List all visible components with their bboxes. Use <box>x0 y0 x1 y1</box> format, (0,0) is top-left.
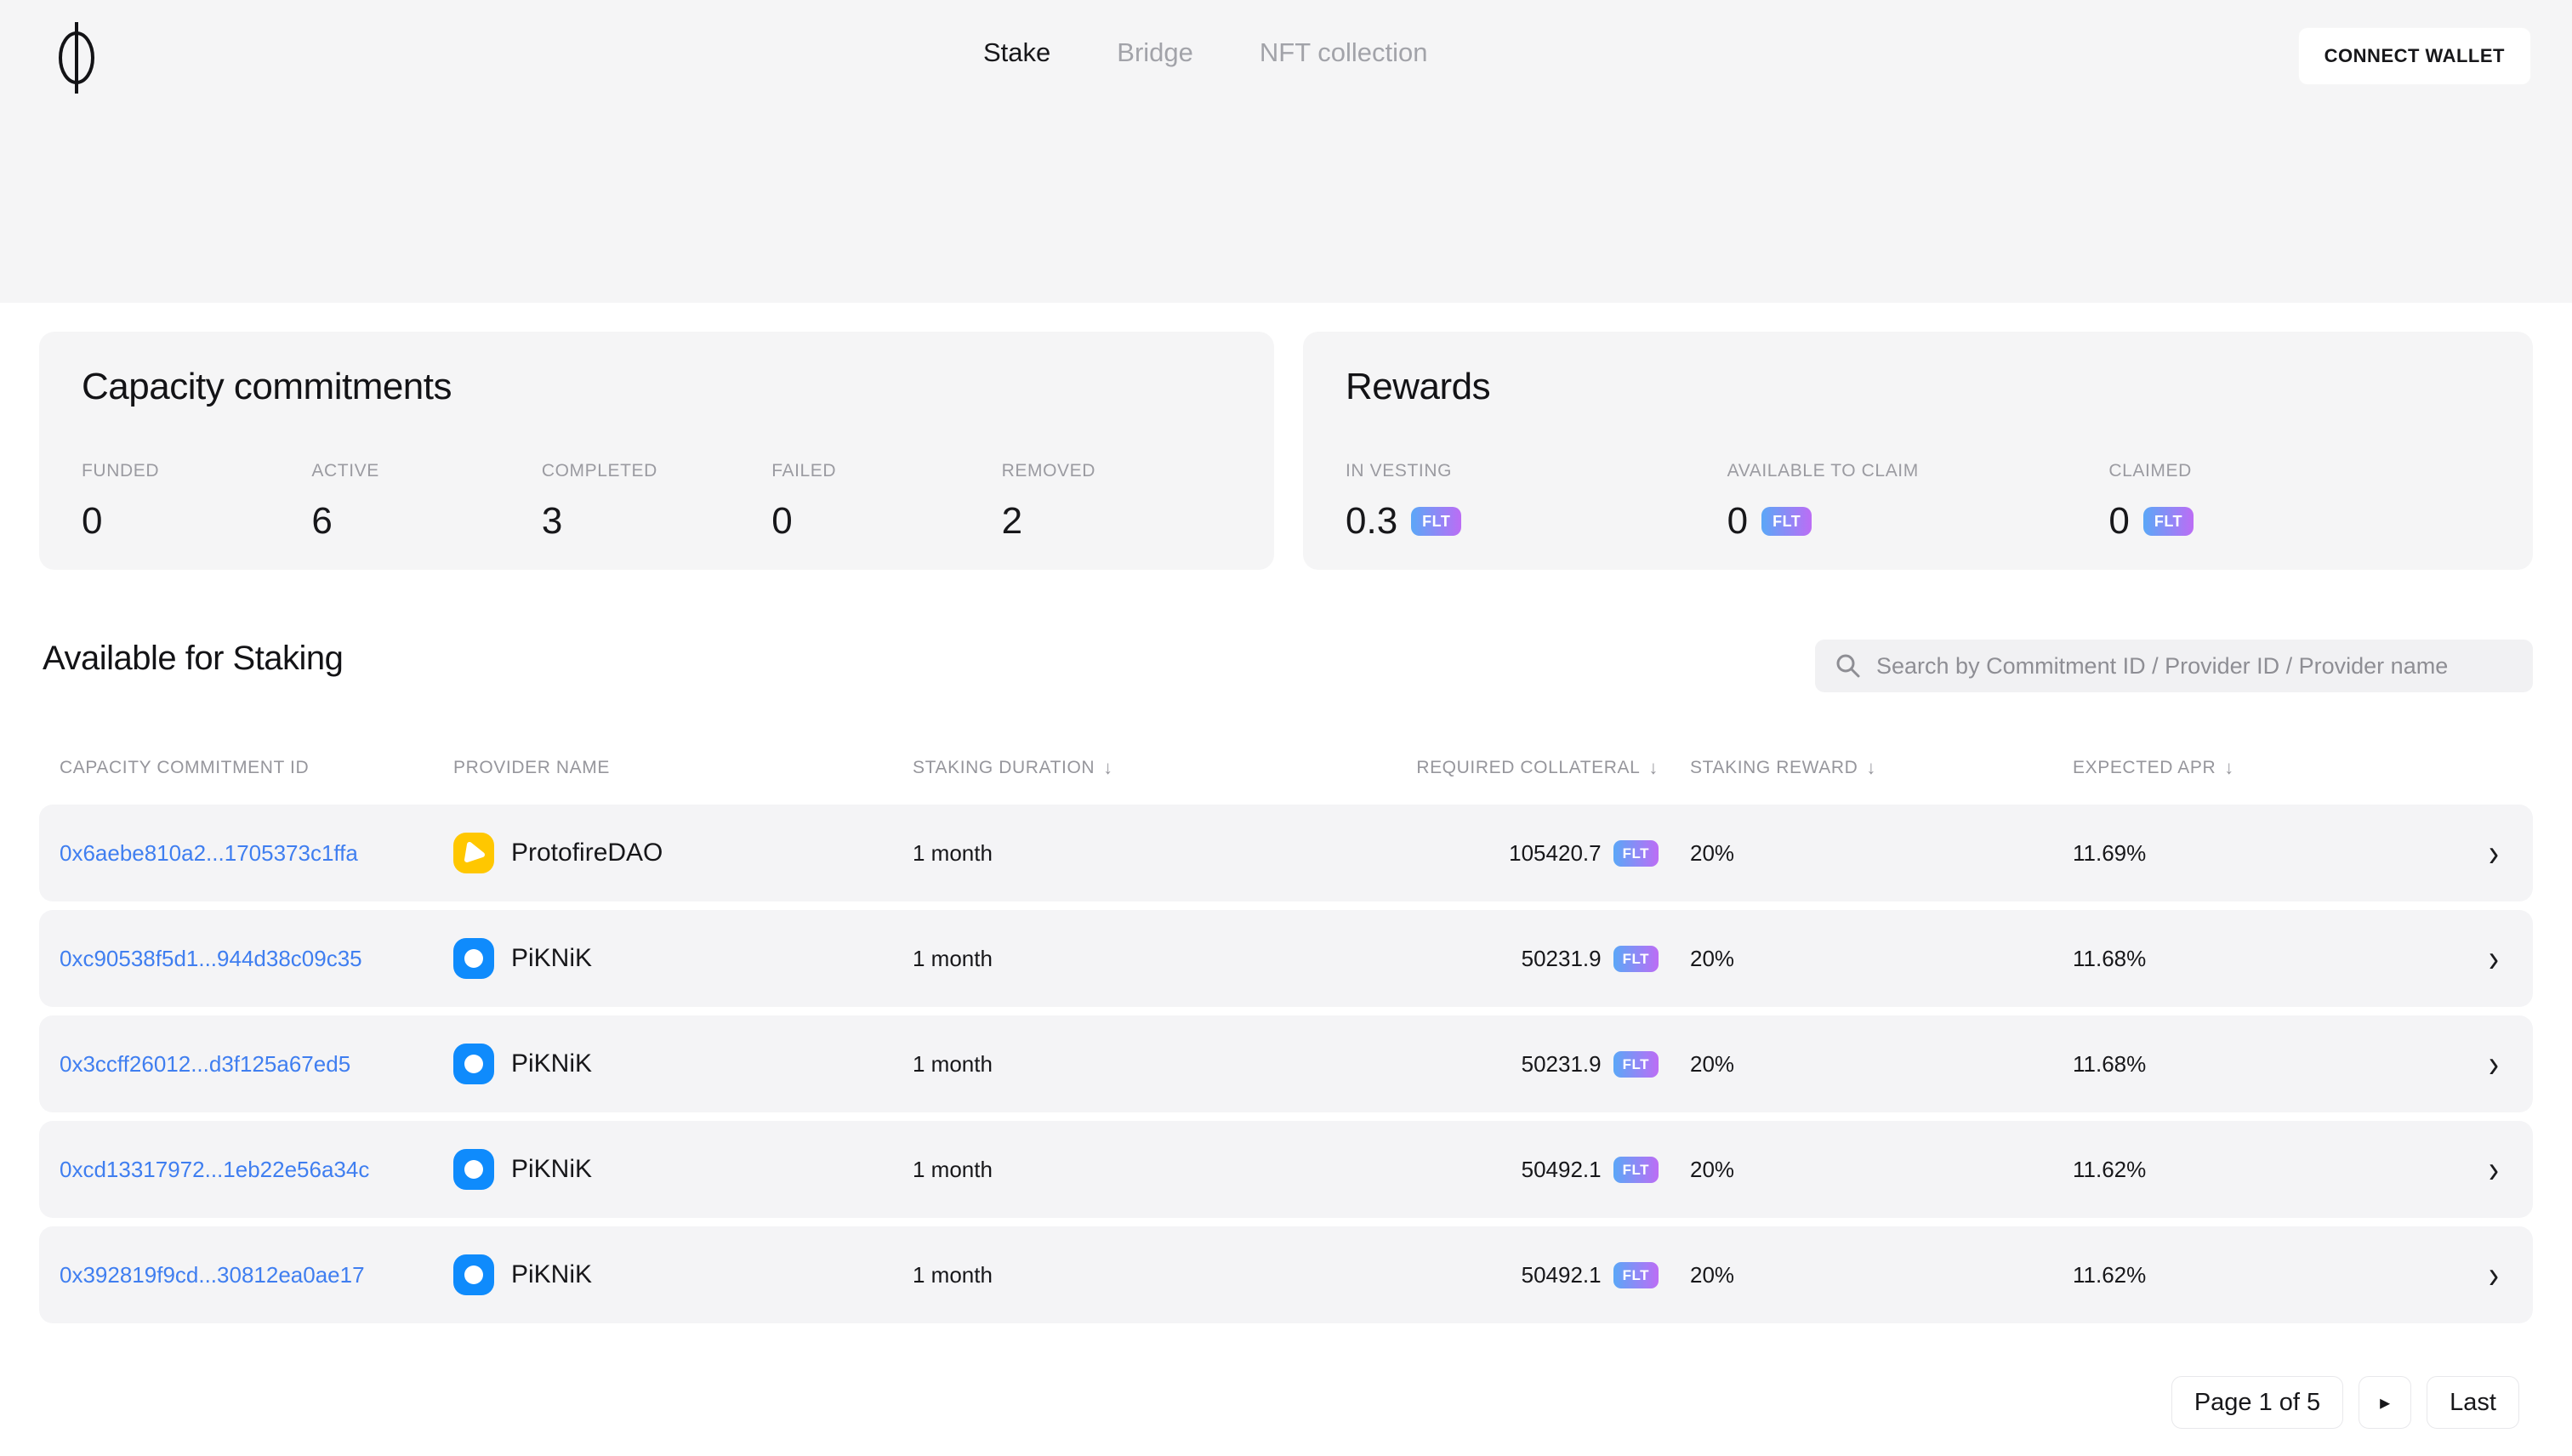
last-page-button[interactable]: Last <box>2427 1376 2519 1429</box>
staking-duration-value: 1 month <box>913 1050 993 1077</box>
table-row[interactable]: 0xc90538f5d1...944d38c09c35 PiKNiK 1 mon… <box>39 910 2533 1007</box>
commitment-id-link[interactable]: 0x392819f9cd...30812ea0ae17 <box>60 1261 365 1288</box>
commitment-id-link[interactable]: 0xc90538f5d1...944d38c09c35 <box>60 945 362 971</box>
staking-duration-value: 1 month <box>913 1156 993 1182</box>
chevron-right-icon[interactable]: › <box>2489 1252 2499 1296</box>
top-header-band <box>0 0 2572 303</box>
staking-reward-value: 20% <box>1690 1156 1735 1182</box>
chevron-right-icon[interactable]: › <box>2489 1146 2499 1191</box>
tab-nft-collection[interactable]: NFT collection <box>1259 37 1428 67</box>
staking-reward-value: 20% <box>1690 945 1735 971</box>
flt-token-badge: FLT <box>1613 839 1659 867</box>
claimed-value: 0 <box>2108 500 2130 542</box>
provider-avatar-piknik-icon <box>453 1254 494 1295</box>
stat-funded: FUNDED 0 <box>82 461 160 542</box>
provider-name: ProtofireDAO <box>511 839 663 867</box>
search-icon <box>1834 651 1863 680</box>
provider-avatar-piknik-icon <box>453 1044 494 1084</box>
collateral-value: 105420.7 <box>1509 839 1602 866</box>
col-required-collateral[interactable]: REQUIRED COLLATERAL ↓ <box>1416 757 1659 778</box>
search-box[interactable] <box>1815 640 2533 692</box>
provider-name: PiKNiK <box>511 1260 593 1288</box>
flt-token-badge: FLT <box>1761 507 1812 536</box>
table-header: CAPACITY COMMITMENT ID PROVIDER NAME STA… <box>39 747 2533 789</box>
provider-avatar-protofire-icon <box>453 833 494 873</box>
search-input[interactable] <box>1876 652 2514 680</box>
expected-apr-value: 11.68% <box>2073 1050 2147 1077</box>
expected-apr-value: 11.68% <box>2073 945 2147 971</box>
flt-token-badge: FLT <box>1613 1261 1659 1288</box>
flt-token-badge: FLT <box>1411 507 1462 536</box>
stat-claimed: CLAIMED 0 FLT <box>2108 461 2490 543</box>
rewards-card-title: Rewards <box>1346 366 1491 407</box>
col-capacity-commitment-id: CAPACITY COMMITMENT ID <box>60 758 310 777</box>
flt-token-badge: FLT <box>1613 1050 1659 1078</box>
staking-reward-value: 20% <box>1690 1050 1735 1077</box>
flt-token-badge: FLT <box>1613 1156 1659 1183</box>
collateral-value: 50231.9 <box>1521 945 1602 971</box>
next-page-icon: ▸ <box>2380 1391 2391 1414</box>
pagination: Page 1 of 5 ▸ Last <box>2171 1376 2519 1429</box>
commitment-id-link[interactable]: 0x6aebe810a2...1705373c1ffa <box>60 839 358 866</box>
table-row[interactable]: 0xcd13317972...1eb22e56a34c PiKNiK 1 mon… <box>39 1121 2533 1218</box>
commitment-id-link[interactable]: 0xcd13317972...1eb22e56a34c <box>60 1156 370 1182</box>
chevron-right-icon[interactable]: › <box>2489 936 2499 980</box>
summary-cards: Capacity commitments FUNDED 0 ACTIVE 6 C… <box>39 332 2533 570</box>
tab-bridge[interactable]: Bridge <box>1117 37 1193 67</box>
chevron-right-icon[interactable]: › <box>2489 1041 2499 1085</box>
sort-desc-icon[interactable]: ↓ <box>1866 757 1877 778</box>
staking-duration-value: 1 month <box>913 839 993 866</box>
staking-reward-value: 20% <box>1690 839 1735 866</box>
available-to-claim-value: 0 <box>1727 500 1749 542</box>
sort-desc-icon[interactable]: ↓ <box>1103 757 1113 778</box>
chevron-right-icon[interactable]: › <box>2489 830 2499 874</box>
provider-avatar-piknik-icon <box>453 938 494 979</box>
col-provider-name: PROVIDER NAME <box>453 758 610 777</box>
provider-name: PiKNiK <box>511 1155 593 1183</box>
collateral-value: 50492.1 <box>1521 1156 1602 1182</box>
expected-apr-value: 11.62% <box>2073 1156 2147 1182</box>
flt-token-badge: FLT <box>1613 945 1659 972</box>
provider-name: PiKNiK <box>511 944 593 972</box>
next-page-button[interactable]: ▸ <box>2359 1376 2412 1429</box>
capacity-card-title: Capacity commitments <box>82 366 452 407</box>
stat-in-vesting: IN VESTING 0.3 FLT <box>1346 461 1727 543</box>
table-row[interactable]: 0x3ccff26012...d3f125a67ed5 PiKNiK 1 mon… <box>39 1015 2533 1112</box>
table-row[interactable]: 0x392819f9cd...30812ea0ae17 PiKNiK 1 mon… <box>39 1226 2533 1323</box>
flt-token-badge: FLT <box>2142 507 2194 536</box>
page-indicator-button[interactable]: Page 1 of 5 <box>2171 1376 2344 1429</box>
expected-apr-value: 11.69% <box>2073 839 2147 866</box>
sort-desc-icon[interactable]: ↓ <box>2224 757 2234 778</box>
tab-stake[interactable]: Stake <box>983 37 1051 67</box>
staking-table: 0x6aebe810a2...1705373c1ffa ProtofireDAO… <box>39 805 2533 1332</box>
stat-completed: COMPLETED 3 <box>541 461 657 542</box>
collateral-value: 50492.1 <box>1521 1261 1602 1288</box>
in-vesting-value: 0.3 <box>1346 500 1398 542</box>
commitment-id-link[interactable]: 0x3ccff26012...d3f125a67ed5 <box>60 1050 351 1077</box>
expected-apr-value: 11.62% <box>2073 1261 2147 1288</box>
provider-name: PiKNiK <box>511 1049 593 1078</box>
col-expected-apr[interactable]: EXPECTED APR ↓ <box>2073 757 2234 778</box>
sort-desc-icon[interactable]: ↓ <box>1648 757 1659 778</box>
rewards-card: Rewards IN VESTING 0.3 FLT AVAILABLE TO … <box>1303 332 2533 570</box>
stat-failed: FAILED 0 <box>771 461 837 542</box>
capacity-commitments-card: Capacity commitments FUNDED 0 ACTIVE 6 C… <box>39 332 1274 570</box>
staking-duration-value: 1 month <box>913 1261 993 1288</box>
provider-avatar-piknik-icon <box>453 1149 494 1190</box>
stat-active: ACTIVE 6 <box>311 461 379 542</box>
stat-available-to-claim: AVAILABLE TO CLAIM 0 FLT <box>1727 461 1919 542</box>
main-nav: Stake Bridge NFT collection <box>983 37 1427 68</box>
col-staking-reward[interactable]: STAKING REWARD ↓ <box>1690 757 1877 778</box>
table-row[interactable]: 0x6aebe810a2...1705373c1ffa ProtofireDAO… <box>39 805 2533 901</box>
staking-duration-value: 1 month <box>913 945 993 971</box>
collateral-value: 50231.9 <box>1521 1050 1602 1077</box>
available-for-staking-title: Available for Staking <box>43 640 344 677</box>
connect-wallet-button[interactable]: CONNECT WALLET <box>2297 27 2531 85</box>
fluence-phi-logo-icon[interactable] <box>53 22 100 98</box>
stat-removed: REMOVED 2 <box>1001 461 1096 542</box>
staking-reward-value: 20% <box>1690 1261 1735 1288</box>
col-staking-duration[interactable]: STAKING DURATION ↓ <box>913 757 1113 778</box>
